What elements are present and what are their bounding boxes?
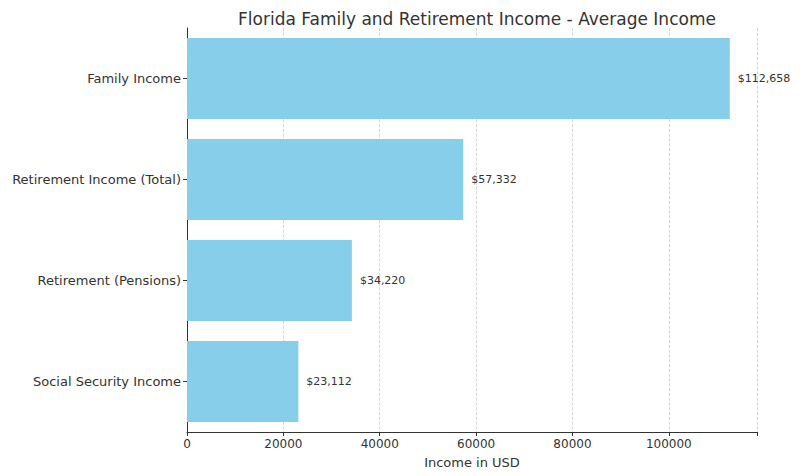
svg-text:40000: 40000 [361, 437, 399, 451]
svg-text:$57,332: $57,332 [471, 173, 516, 186]
svg-text:Family Income: Family Income [87, 71, 181, 86]
svg-text:Income in USD: Income in USD [424, 455, 520, 470]
svg-text:Retirement Income (Total): Retirement Income (Total) [12, 172, 181, 187]
svg-text:80000: 80000 [553, 437, 591, 451]
svg-text:60000: 60000 [457, 437, 495, 451]
svg-text:Florida Family and Retirement: Florida Family and Retirement Income - A… [238, 9, 716, 29]
svg-text:$23,112: $23,112 [306, 375, 352, 388]
svg-text:$34,220: $34,220 [360, 274, 406, 287]
svg-text:Retirement (Pensions): Retirement (Pensions) [38, 273, 181, 288]
svg-text:Social Security Income: Social Security Income [33, 374, 181, 389]
svg-text:0: 0 [183, 437, 191, 451]
svg-text:20000: 20000 [264, 437, 302, 451]
svg-text:$112,658: $112,658 [738, 72, 791, 85]
svg-text:100000: 100000 [646, 437, 692, 451]
